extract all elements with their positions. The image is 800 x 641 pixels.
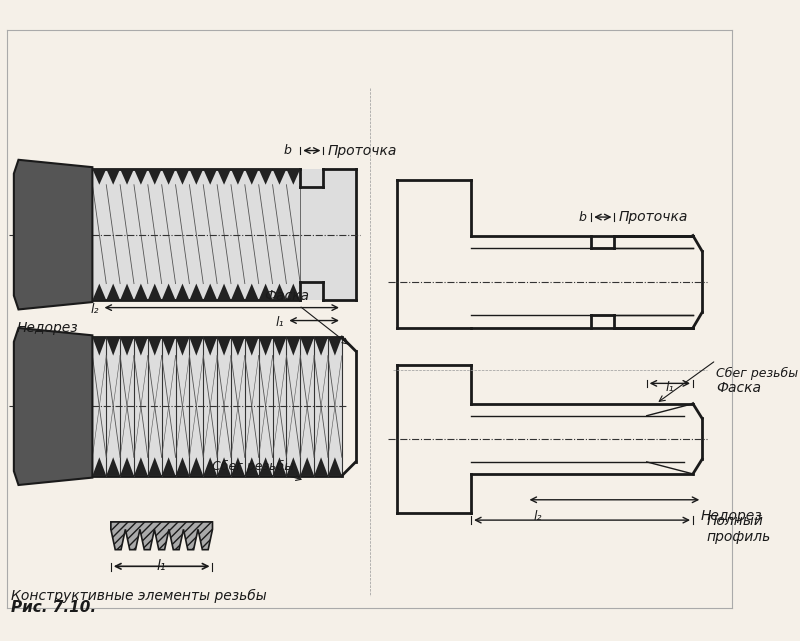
Polygon shape (245, 337, 258, 356)
Polygon shape (175, 337, 190, 356)
Polygon shape (120, 169, 134, 185)
Text: l₁: l₁ (275, 316, 284, 329)
Polygon shape (111, 522, 213, 550)
Bar (92, 337, 342, 476)
Text: Конструктивные элементы резьбы: Конструктивные элементы резьбы (11, 588, 267, 603)
Bar (92, 169, 356, 300)
Polygon shape (258, 283, 273, 300)
Polygon shape (175, 169, 190, 185)
Polygon shape (148, 169, 162, 185)
Polygon shape (134, 457, 148, 476)
Polygon shape (190, 283, 203, 300)
Polygon shape (162, 337, 175, 356)
Polygon shape (314, 457, 328, 476)
Polygon shape (92, 169, 106, 185)
Polygon shape (217, 169, 231, 185)
Polygon shape (148, 283, 162, 300)
Text: l₂: l₂ (90, 303, 99, 316)
Polygon shape (286, 337, 300, 356)
Polygon shape (148, 457, 162, 476)
Text: b: b (283, 144, 291, 157)
Polygon shape (134, 283, 148, 300)
Polygon shape (231, 169, 245, 185)
Polygon shape (300, 169, 307, 185)
Text: Проточка: Проточка (619, 210, 688, 224)
Polygon shape (92, 457, 106, 476)
Polygon shape (231, 283, 245, 300)
Polygon shape (245, 457, 258, 476)
Polygon shape (245, 283, 258, 300)
Polygon shape (217, 457, 231, 476)
Polygon shape (328, 337, 342, 356)
Polygon shape (106, 283, 120, 300)
Polygon shape (203, 169, 217, 185)
Polygon shape (175, 283, 190, 300)
Polygon shape (162, 457, 175, 476)
Text: l₁: l₁ (157, 559, 166, 573)
Polygon shape (106, 457, 120, 476)
Polygon shape (273, 457, 286, 476)
Text: Проточка: Проточка (328, 144, 398, 158)
Polygon shape (314, 337, 328, 356)
Text: l₂: l₂ (534, 510, 542, 523)
Text: Недорез: Недорез (17, 322, 78, 335)
Polygon shape (134, 337, 148, 356)
Polygon shape (175, 457, 190, 476)
Text: Полный
профиль: Полный профиль (706, 513, 771, 544)
Polygon shape (190, 337, 203, 356)
Text: b: b (579, 210, 586, 224)
Polygon shape (300, 283, 307, 300)
Polygon shape (286, 169, 300, 185)
Text: Фаска: Фаска (716, 381, 761, 395)
Text: Рис. 7.10.: Рис. 7.10. (11, 601, 96, 615)
Polygon shape (203, 283, 217, 300)
Polygon shape (203, 457, 217, 476)
Polygon shape (106, 169, 120, 185)
Polygon shape (92, 337, 106, 356)
Polygon shape (120, 283, 134, 300)
Polygon shape (162, 283, 175, 300)
Polygon shape (106, 337, 120, 356)
Polygon shape (231, 457, 245, 476)
Polygon shape (217, 337, 231, 356)
Polygon shape (328, 457, 342, 476)
Polygon shape (134, 169, 148, 185)
Polygon shape (273, 169, 286, 185)
Polygon shape (120, 457, 134, 476)
Polygon shape (14, 328, 92, 485)
Polygon shape (273, 337, 286, 356)
Polygon shape (300, 337, 314, 356)
Polygon shape (190, 169, 203, 185)
Polygon shape (231, 337, 245, 356)
Polygon shape (258, 169, 273, 185)
Polygon shape (286, 457, 300, 476)
Polygon shape (273, 283, 286, 300)
Polygon shape (148, 337, 162, 356)
Polygon shape (111, 522, 213, 529)
Text: Сбег резьбы: Сбег резьбы (213, 460, 301, 481)
Polygon shape (245, 169, 258, 185)
Text: Сбег резьбы: Сбег резьбы (716, 367, 798, 380)
Polygon shape (286, 283, 300, 300)
Polygon shape (120, 337, 134, 356)
Text: Недорез: Недорез (700, 509, 762, 523)
Polygon shape (300, 457, 314, 476)
Polygon shape (258, 337, 273, 356)
Polygon shape (217, 283, 231, 300)
Polygon shape (203, 337, 217, 356)
Polygon shape (190, 457, 203, 476)
Polygon shape (258, 457, 273, 476)
Polygon shape (92, 283, 106, 300)
Text: l₁: l₁ (666, 381, 674, 394)
Polygon shape (14, 160, 92, 310)
Polygon shape (162, 169, 175, 185)
Text: Фаска: Фаска (264, 288, 348, 344)
